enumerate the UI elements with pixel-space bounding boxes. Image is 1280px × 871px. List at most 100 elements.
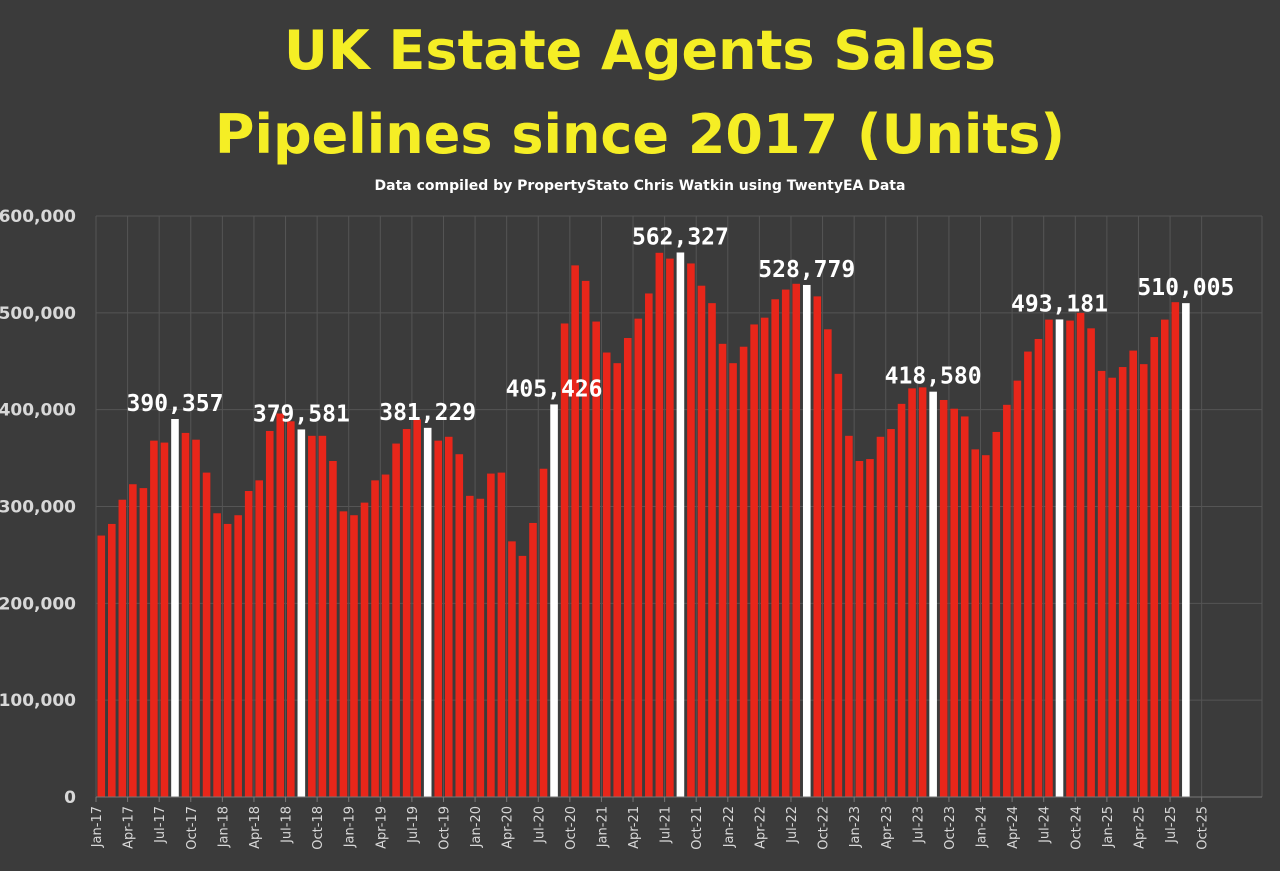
bar-highlighted: [676, 252, 685, 797]
y-tick-label: 200,000: [0, 594, 76, 614]
x-tick-label: Jul-23: [911, 806, 926, 844]
bar: [950, 408, 958, 797]
bar-highlighted: [929, 391, 937, 797]
x-tick-label: Jan-17: [90, 806, 105, 848]
bar: [1139, 364, 1148, 797]
x-tick-label: Apr-19: [374, 806, 389, 849]
bar: [581, 280, 590, 798]
bar: [466, 495, 474, 797]
bar: [202, 472, 211, 797]
bar: [360, 502, 369, 797]
bar: [118, 499, 127, 797]
chart-title-line-1: UK Estate Agents Sales: [284, 19, 996, 82]
bar: [708, 303, 716, 797]
bar: [539, 468, 548, 797]
bar: [434, 440, 443, 797]
x-tick-label: Jan-18: [216, 806, 231, 848]
data-label: 418,580: [885, 364, 982, 390]
x-tick-label: Jul-21: [659, 806, 674, 844]
bar: [139, 488, 148, 797]
bar: [645, 293, 653, 797]
bar: [592, 321, 600, 797]
data-label: 528,779: [758, 257, 855, 283]
chart-subtitle: Data compiled by PropertyStato Chris Wat…: [374, 178, 906, 194]
x-tick-label: Jan-20: [469, 806, 484, 848]
x-tick-label: Apr-18: [248, 806, 263, 849]
y-tick-label: 0: [64, 788, 76, 808]
x-tick-label: Jan-21: [595, 806, 610, 848]
x-tick-label: Oct-22: [817, 806, 832, 850]
bar: [834, 373, 843, 797]
bar: [318, 435, 327, 797]
data-labels: 390,357 379,581 381,229 405,426 562,327 528,7…: [127, 224, 1235, 427]
bar: [602, 352, 611, 797]
bar: [981, 455, 990, 797]
bar: [339, 511, 348, 797]
bar: [1076, 312, 1085, 797]
x-tick-label: Oct-24: [1069, 806, 1084, 850]
bars: [97, 252, 1190, 798]
bar: [371, 480, 379, 797]
x-tick-label: Jul-20: [532, 806, 547, 844]
x-tick-label: Oct-19: [437, 806, 452, 850]
bar: [129, 484, 137, 797]
bar-highlighted: [171, 419, 179, 797]
bar: [1087, 328, 1095, 797]
bar: [160, 442, 169, 797]
bar: [687, 263, 695, 797]
bar-highlighted: [1055, 319, 1064, 797]
bar: [971, 449, 980, 797]
x-tick-label: Oct-25: [1196, 806, 1211, 850]
bar: [939, 399, 948, 797]
bar: [276, 413, 285, 797]
bar: [97, 535, 106, 797]
bar: [1024, 351, 1032, 797]
x-tick-label: Apr-20: [501, 806, 516, 849]
bar: [1066, 320, 1074, 797]
bar: [508, 541, 516, 797]
bar: [1160, 319, 1169, 797]
bar: [181, 432, 190, 797]
bar: [234, 515, 242, 797]
bar: [771, 299, 779, 797]
x-tick-label: Apr-17: [122, 806, 137, 849]
x-tick-label: Jan-22: [722, 806, 737, 848]
bar: [718, 343, 727, 797]
bar: [1171, 302, 1180, 797]
bar: [560, 323, 569, 797]
bar: [992, 431, 1001, 797]
bar: [1129, 350, 1138, 797]
x-tick-label: Jan-25: [1101, 806, 1116, 848]
chart-title-line-2: Pipelines since 2017 (Units): [214, 103, 1066, 166]
bar: [529, 522, 537, 797]
data-label: 381,229: [379, 400, 476, 426]
data-label: 390,357: [127, 391, 224, 417]
bar: [739, 346, 748, 797]
bar: [613, 363, 622, 797]
bar-highlighted: [550, 404, 558, 797]
data-label: 405,426: [506, 376, 603, 402]
bar: [497, 472, 506, 797]
bar: [265, 430, 274, 797]
bar: [350, 515, 358, 797]
data-label: 379,581: [253, 401, 350, 427]
bar: [455, 454, 464, 797]
bar: [308, 435, 316, 797]
bar: [1034, 338, 1043, 797]
bar: [444, 436, 453, 797]
bar: [729, 363, 737, 797]
data-label: 510,005: [1137, 275, 1234, 301]
bar: [824, 329, 832, 797]
x-tick-label: Oct-21: [690, 806, 705, 850]
bar: [223, 523, 232, 797]
x-tick-label: Jan-23: [848, 806, 863, 848]
bar: [897, 403, 906, 797]
bar: [244, 491, 253, 797]
x-tick-label: Jan-24: [975, 806, 990, 848]
bar: [1097, 370, 1106, 797]
bar: [287, 421, 295, 797]
bar: [1003, 404, 1011, 797]
bar: [750, 324, 758, 797]
y-tick-label: 400,000: [0, 401, 76, 421]
